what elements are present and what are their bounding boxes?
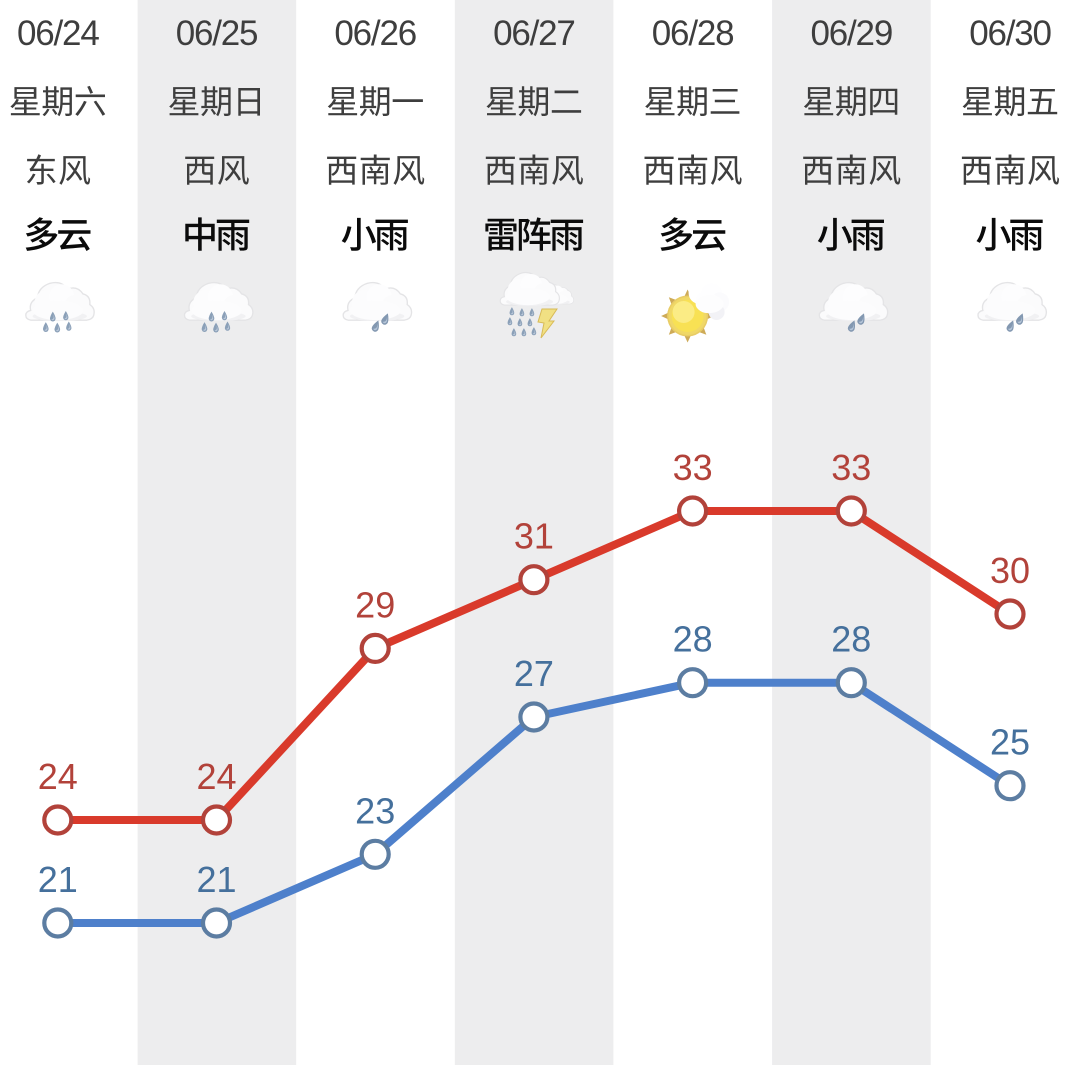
svg-text:29: 29 bbox=[355, 584, 395, 625]
svg-text:28: 28 bbox=[673, 619, 713, 660]
svg-text:33: 33 bbox=[831, 447, 871, 488]
svg-text:06/26: 06/26 bbox=[334, 14, 416, 53]
svg-text:33: 33 bbox=[673, 447, 713, 488]
svg-text:06/24: 06/24 bbox=[17, 14, 99, 53]
svg-text:06/30: 06/30 bbox=[969, 14, 1051, 53]
svg-text:06/28: 06/28 bbox=[652, 14, 734, 53]
svg-text:24: 24 bbox=[38, 756, 78, 797]
svg-text:06/25: 06/25 bbox=[176, 14, 258, 53]
svg-text:30: 30 bbox=[990, 550, 1030, 591]
svg-text:28: 28 bbox=[831, 619, 871, 660]
svg-text:31: 31 bbox=[514, 516, 554, 557]
svg-text:23: 23 bbox=[355, 790, 395, 831]
svg-text:06/27: 06/27 bbox=[493, 14, 575, 53]
svg-text:27: 27 bbox=[514, 653, 554, 694]
svg-text:21: 21 bbox=[196, 859, 236, 900]
svg-text:25: 25 bbox=[990, 722, 1030, 763]
svg-text:06/29: 06/29 bbox=[811, 14, 893, 53]
svg-text:24: 24 bbox=[196, 756, 236, 797]
svg-text:21: 21 bbox=[38, 859, 78, 900]
